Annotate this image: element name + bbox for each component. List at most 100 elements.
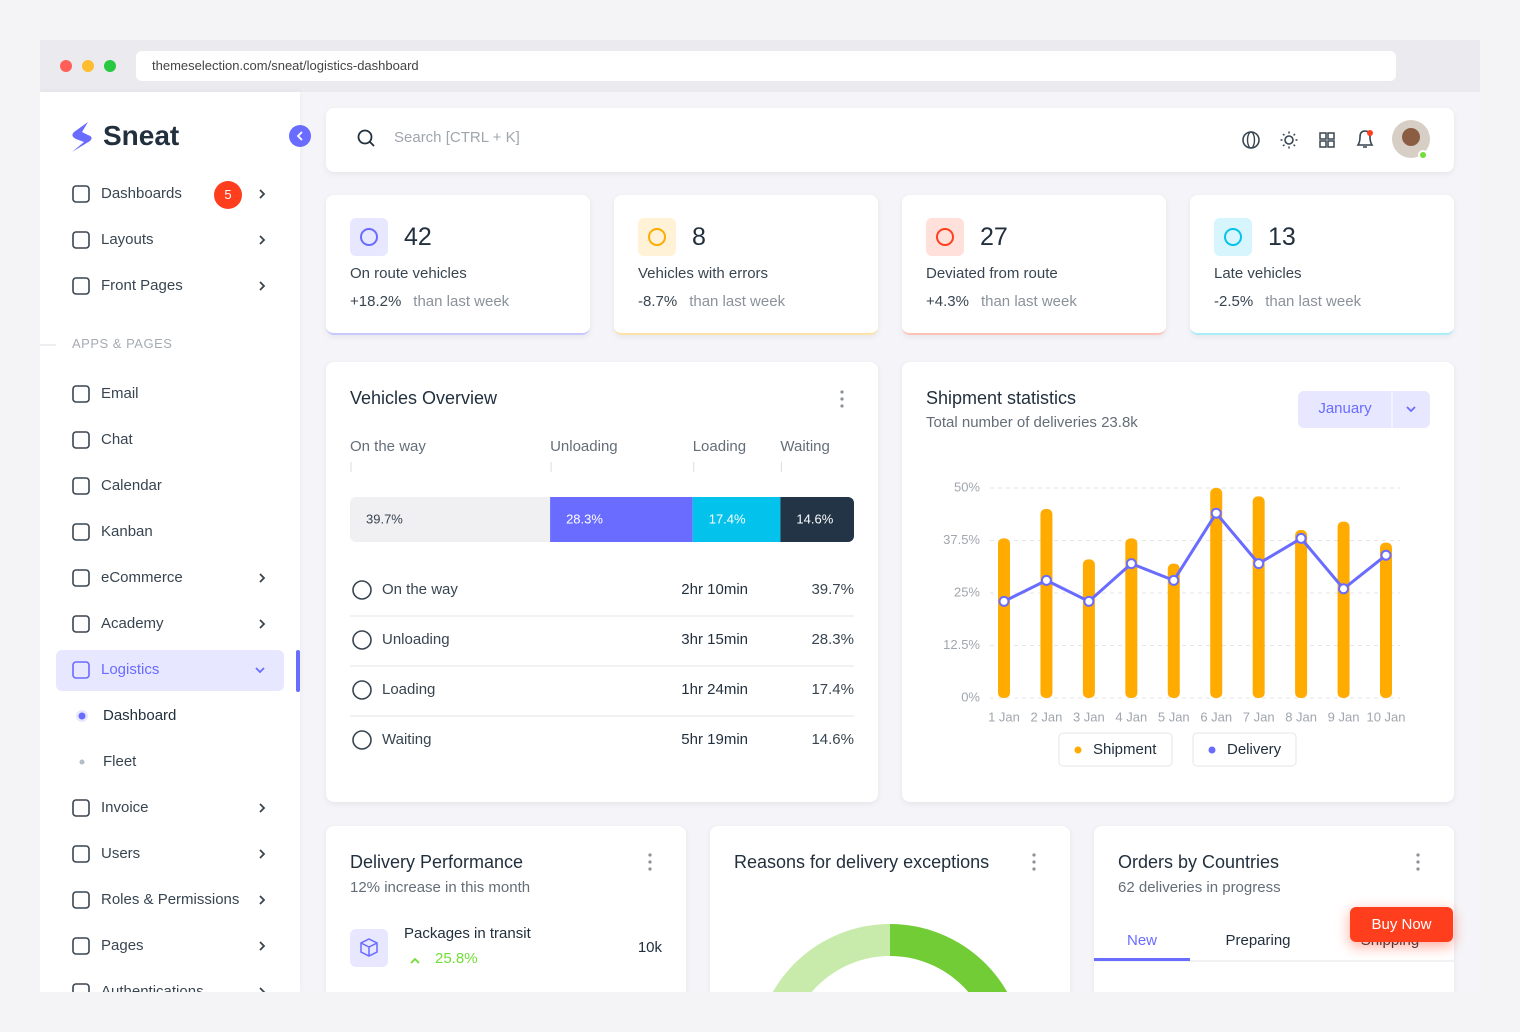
row-name: Unloading	[382, 631, 450, 648]
icon	[72, 277, 90, 295]
vehicles-card	[326, 362, 878, 802]
card-title: Shipment statistics	[926, 388, 1077, 409]
stat-icon	[360, 228, 378, 246]
item-change: 25.8%	[435, 950, 478, 967]
collapse-button[interactable]	[289, 125, 311, 147]
nav-item[interactable]: Chat	[101, 431, 133, 448]
tab[interactable]: Preparing	[1225, 932, 1291, 949]
search-input[interactable]: Search [CTRL + K]	[394, 129, 520, 146]
menu-dot	[1032, 853, 1036, 857]
menu-dot	[840, 404, 844, 408]
icon	[72, 799, 90, 817]
active-indicator	[296, 650, 300, 692]
menu-dot	[1416, 860, 1420, 864]
brand: Sneat	[103, 120, 180, 152]
url: themeselection.com/sneat/logistics-dashb…	[152, 58, 419, 74]
nav-item[interactable]: Users	[101, 845, 141, 862]
filter-dropdown[interactable]	[1298, 391, 1430, 428]
stat-change-row: -2.5% than last week	[1214, 293, 1361, 311]
stat-change-row: -8.7% than last week	[638, 293, 785, 311]
chevron	[296, 131, 303, 141]
segment-header: Unloading	[550, 438, 618, 455]
nav-item[interactable]: Email	[101, 385, 139, 402]
active-item	[56, 650, 284, 691]
stat-value: 27	[980, 223, 1008, 251]
x-tick-label: 4 Jan	[1115, 709, 1147, 724]
window-dot	[60, 60, 72, 72]
row-percent: 14.6%	[811, 731, 854, 748]
card-subtitle: 62 deliveries in progress	[1118, 879, 1281, 896]
menu-dot	[1032, 867, 1036, 871]
bar	[1252, 496, 1265, 698]
x-tick-label: 2 Jan	[1031, 709, 1063, 724]
row-percent: 28.3%	[811, 631, 854, 648]
menu-dot	[1416, 867, 1420, 871]
segment-label: 39.7%	[366, 511, 403, 526]
shortcuts-icon	[1319, 132, 1327, 140]
nav-subitem[interactable]: Dashboard	[103, 707, 177, 724]
row-time: 1hr 24min	[681, 681, 748, 698]
bar-segment	[780, 497, 854, 542]
x-tick-label: 9 Jan	[1328, 709, 1360, 724]
language-icon	[1242, 131, 1260, 149]
row-time: 2hr 10min	[681, 581, 748, 598]
chevron	[259, 849, 266, 859]
stat-note: than last week	[689, 293, 786, 310]
stat-label: On route vehicles	[350, 265, 467, 282]
stat-icon	[1224, 228, 1242, 246]
nav-subitem[interactable]: Fleet	[103, 753, 137, 770]
chevron	[259, 189, 266, 199]
line-point	[1168, 574, 1180, 586]
chevron	[259, 619, 266, 629]
badge	[214, 181, 242, 209]
nav-item[interactable]: Logistics	[101, 661, 160, 678]
nav-item[interactable]: Authentications	[101, 983, 204, 1000]
nav-item[interactable]: Calendar	[101, 477, 162, 494]
segment-header: Waiting	[780, 438, 830, 455]
nav-item[interactable]: Roles & Permissions	[101, 891, 240, 908]
y-tick-label: 25%	[954, 584, 980, 599]
line-point	[1380, 549, 1392, 561]
nav-item[interactable]: Layouts	[101, 231, 154, 248]
tab-indicator	[1094, 958, 1190, 961]
stat-label: Late vehicles	[1214, 265, 1302, 282]
card-subtitle: Total number of deliveries 23.8k	[926, 414, 1138, 431]
legend-item	[1058, 732, 1173, 767]
bar	[1210, 488, 1223, 698]
nav-item[interactable]: eCommerce	[101, 569, 183, 586]
nav-item[interactable]: Academy	[101, 615, 164, 632]
line-point	[1338, 583, 1350, 595]
filter-value[interactable]: January	[1318, 400, 1372, 417]
card-title: Orders by Countries	[1118, 852, 1280, 873]
x-tick-label: 3 Jan	[1073, 709, 1105, 724]
legend-marker	[1208, 746, 1216, 754]
item-label: Packages in transit	[404, 925, 531, 942]
segment-header: Loading	[692, 438, 747, 455]
row-time: 5hr 19min	[681, 731, 748, 748]
bar-segment	[350, 497, 551, 542]
nav-item[interactable]: Kanban	[101, 523, 153, 540]
icon	[72, 937, 90, 955]
stat-change: +18.2%	[350, 293, 402, 310]
line-point	[998, 595, 1010, 607]
legend-label: Shipment	[1093, 741, 1157, 758]
tab[interactable]: New	[1126, 932, 1158, 949]
icon	[72, 891, 90, 909]
icon	[72, 185, 90, 203]
badge-text: 5	[224, 187, 232, 203]
x-tick-label: 6 Jan	[1200, 709, 1232, 724]
buy-now-button[interactable]: Buy Now	[1350, 907, 1453, 942]
window-dot	[104, 60, 116, 72]
icon	[72, 231, 90, 249]
row-icon	[352, 630, 372, 650]
icon	[72, 477, 90, 495]
nav-item[interactable]: Invoice	[101, 799, 149, 816]
chevron	[259, 895, 266, 905]
shortcuts-icon	[1327, 140, 1335, 148]
stat-label: Deviated from route	[926, 265, 1058, 282]
nav-item[interactable]: Pages	[101, 937, 144, 954]
card-subtitle: 12% increase in this month	[350, 879, 531, 896]
nav-item[interactable]: Dashboards	[101, 185, 182, 202]
nav-item[interactable]: Front Pages	[101, 277, 183, 294]
line-point	[1125, 558, 1137, 570]
